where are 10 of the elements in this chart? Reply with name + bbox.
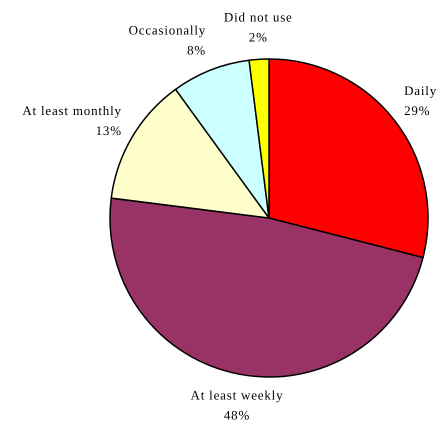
slice-label: Did not use	[224, 9, 293, 24]
slice-label: At least weekly	[190, 388, 284, 403]
data-label: 2%	[248, 29, 268, 44]
data-label: 29%	[404, 102, 430, 118]
slice-label: Daily	[404, 82, 438, 98]
data-label: 13%	[96, 122, 122, 138]
slice-label: At least monthly	[22, 102, 122, 118]
slice-label: Occasionally	[128, 22, 206, 38]
data-label: 8%	[187, 42, 206, 58]
data-label: 48%	[224, 408, 250, 423]
